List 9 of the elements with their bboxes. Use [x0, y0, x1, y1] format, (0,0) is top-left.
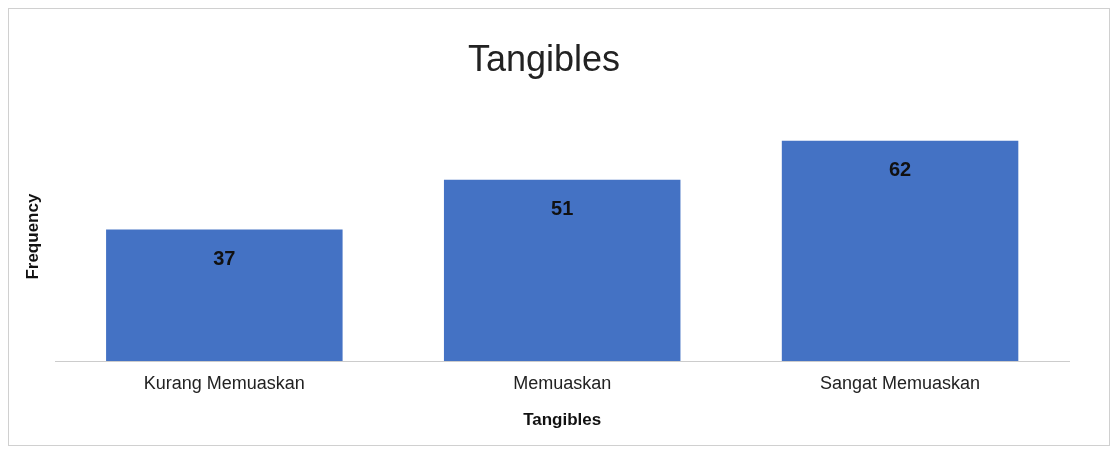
data-label: 62	[888, 158, 912, 181]
x-tick-label: Kurang Memuaskan	[143, 372, 305, 393]
data-label: 37	[213, 247, 236, 270]
x-axis-title: Tangibles	[523, 410, 602, 430]
x-tick-label: Memuaskan	[513, 372, 612, 393]
x-tick-label: Sangat Memuaskan	[820, 372, 981, 393]
y-axis-title: Frequency	[22, 193, 42, 280]
chart-title: Tangibles	[467, 37, 621, 79]
data-label: 51	[551, 197, 574, 220]
